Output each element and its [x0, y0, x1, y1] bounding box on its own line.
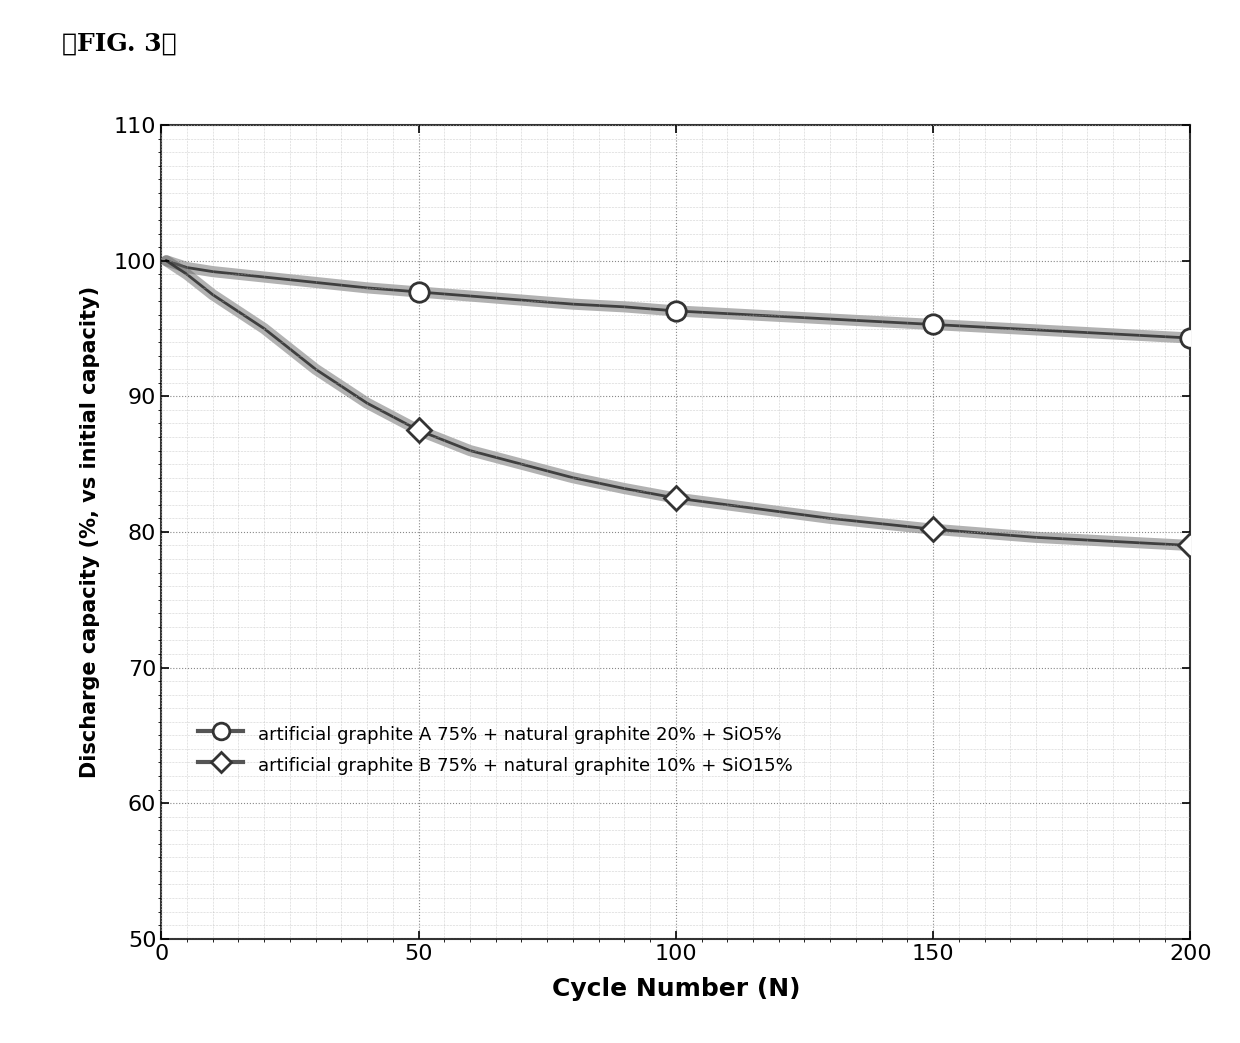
Legend: artificial graphite A 75% + natural graphite 20% + SiO5%, artificial graphite B : artificial graphite A 75% + natural grap…: [191, 715, 800, 783]
Text: 【FIG. 3】: 【FIG. 3】: [62, 31, 176, 55]
X-axis label: Cycle Number (N): Cycle Number (N): [552, 977, 800, 1001]
Y-axis label: Discharge capacity (%, vs initial capacity): Discharge capacity (%, vs initial capaci…: [79, 286, 100, 778]
